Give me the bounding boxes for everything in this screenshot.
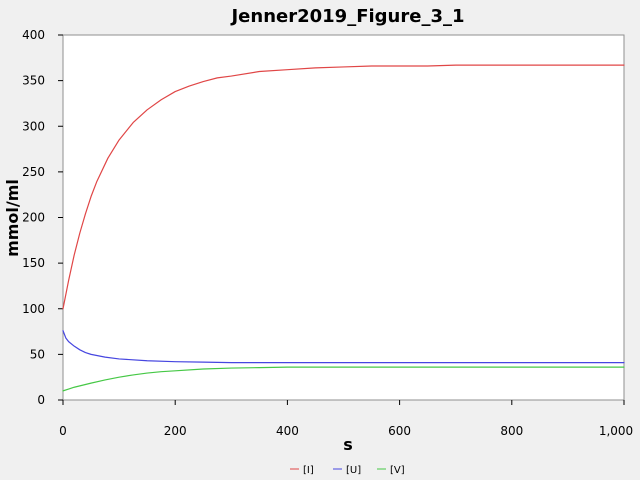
y-tick-label: 250 xyxy=(22,165,45,179)
y-tick-label: 300 xyxy=(22,119,45,133)
y-tick-label: 100 xyxy=(22,302,45,316)
x-tick-label: 400 xyxy=(276,424,299,438)
x-axis-label: s xyxy=(343,435,353,454)
series-layer xyxy=(62,64,625,392)
x-axis: 0 200 400 600 800 1,000 xyxy=(59,400,633,438)
y-tick-label: 350 xyxy=(22,74,45,88)
x-tick-label: 0 xyxy=(59,424,67,438)
legend-item-label: [U] xyxy=(346,465,361,476)
y-axis: 0 50 100 150 200 250 300 350 400 xyxy=(22,28,63,407)
series-line xyxy=(62,64,625,310)
x-tick-label: 200 xyxy=(164,424,187,438)
y-tick-label: 150 xyxy=(22,256,45,270)
y-axis-label: mmol/ml xyxy=(3,179,22,257)
y-tick-label: 0 xyxy=(37,393,45,407)
y-tick-label: 200 xyxy=(22,211,45,225)
y-tick-label: 50 xyxy=(30,347,45,361)
y-tick-label: 400 xyxy=(22,28,45,42)
x-tick-label: 1,000 xyxy=(599,424,633,438)
legend: [I] [U] [V] xyxy=(290,465,405,476)
series-line xyxy=(62,366,625,392)
series-line xyxy=(62,330,625,364)
chart-title: Jenner2019_Figure_3_1 xyxy=(229,6,464,27)
plot-area xyxy=(62,34,625,401)
x-tick-label: 800 xyxy=(500,424,523,438)
legend-item-label: [V] xyxy=(390,465,405,476)
x-tick-label: 600 xyxy=(388,424,411,438)
legend-item-label: [I] xyxy=(303,465,314,476)
